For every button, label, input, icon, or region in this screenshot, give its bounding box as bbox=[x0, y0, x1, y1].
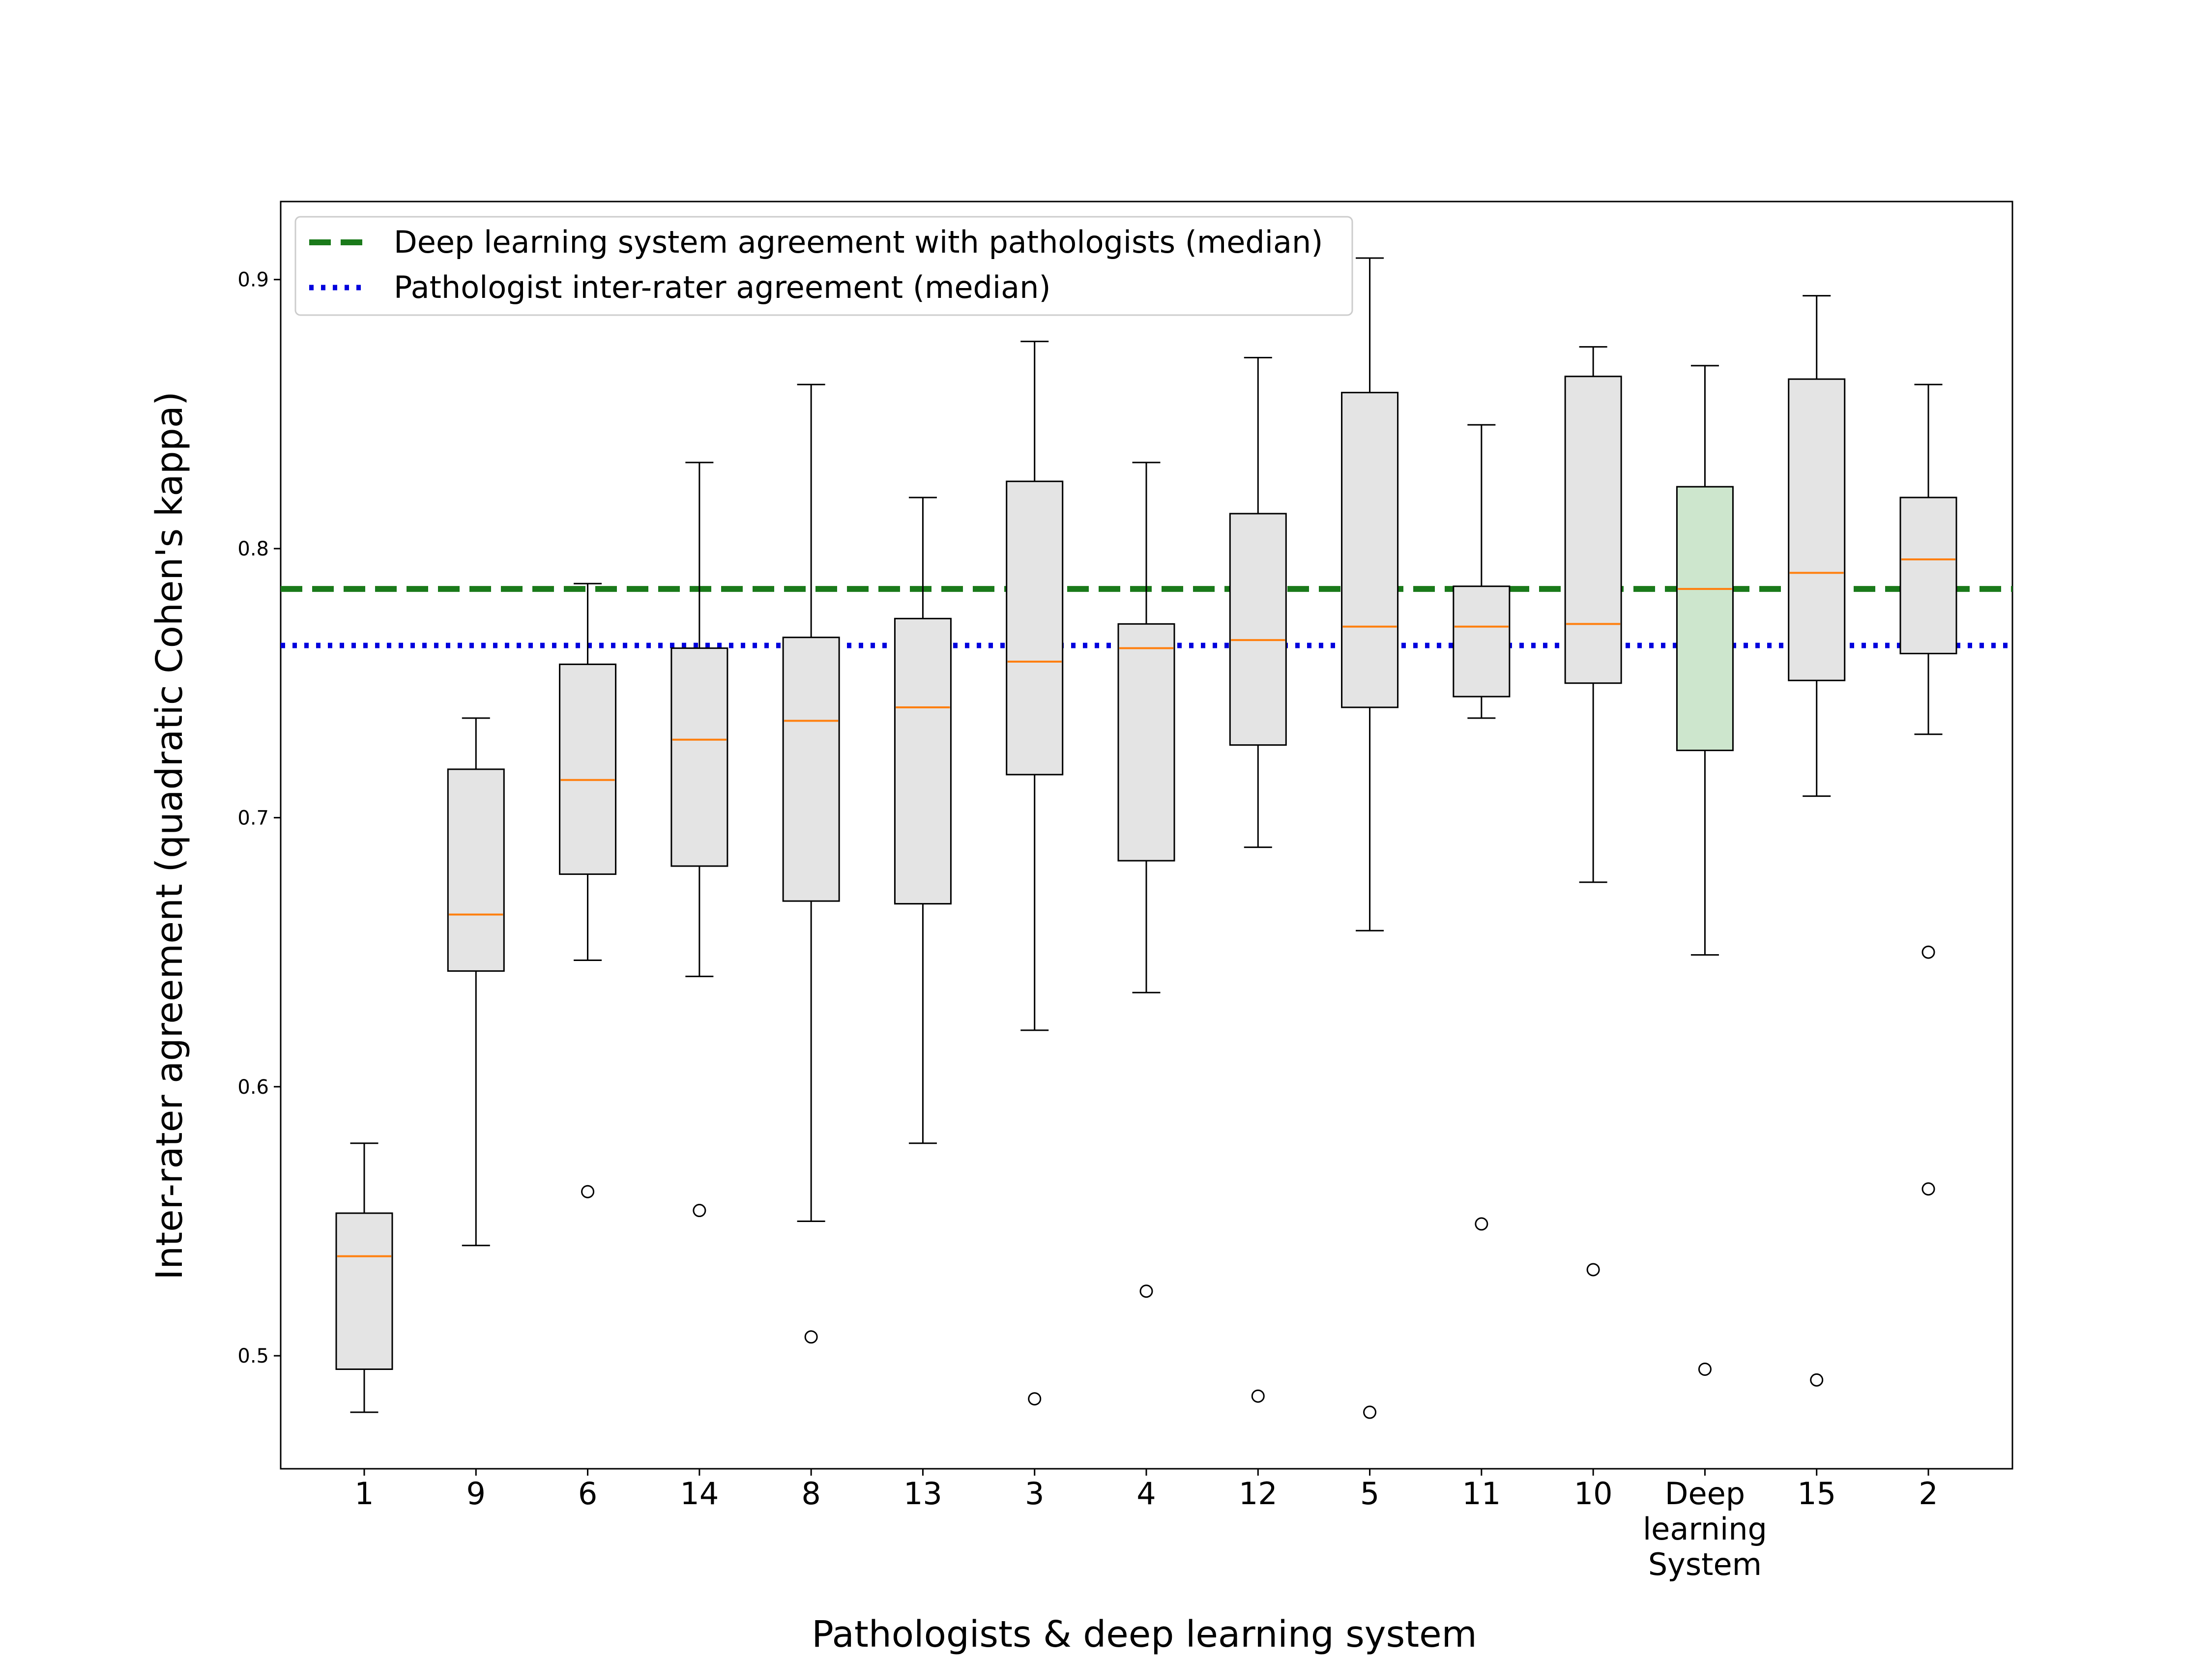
box bbox=[1341, 392, 1399, 708]
x-tick-label: 12 bbox=[1239, 1476, 1278, 1512]
box-group bbox=[1564, 346, 1622, 1277]
box bbox=[335, 1212, 393, 1370]
box-group bbox=[894, 496, 952, 1144]
y-tick-label: 0.7 bbox=[237, 807, 269, 829]
box-group bbox=[559, 582, 617, 1198]
box-group bbox=[1676, 365, 1734, 1376]
box-group bbox=[1006, 341, 1064, 1406]
x-tick-label: 15 bbox=[1797, 1476, 1836, 1512]
outlier-point bbox=[804, 1330, 818, 1344]
outlier-point bbox=[1921, 1182, 1935, 1196]
outlier-point bbox=[1475, 1217, 1488, 1231]
x-tick-label: 14 bbox=[680, 1476, 719, 1512]
box-group bbox=[335, 1142, 393, 1413]
legend: Deep learning system agreement with path… bbox=[294, 216, 1353, 316]
y-axis-label: Inter-rater agreement (quadratic Cohen's… bbox=[148, 391, 191, 1280]
box-group bbox=[1788, 295, 1846, 1387]
x-tick-label: 1 bbox=[354, 1476, 374, 1512]
x-tick-label: 9 bbox=[466, 1476, 486, 1512]
box-group bbox=[782, 383, 840, 1344]
outlier-point bbox=[1698, 1362, 1712, 1376]
x-tick-label: Deep bbox=[1665, 1476, 1745, 1512]
x-tick-label: 4 bbox=[1136, 1476, 1156, 1512]
x-tick-label: learning bbox=[1643, 1511, 1767, 1547]
y-tick-label: 0.5 bbox=[237, 1345, 269, 1368]
x-tick-label: 10 bbox=[1574, 1476, 1613, 1512]
x-tick-label: 11 bbox=[1462, 1476, 1501, 1512]
box bbox=[1006, 480, 1064, 776]
outlier-point bbox=[1586, 1263, 1600, 1277]
box-group bbox=[670, 462, 728, 1218]
x-tick-label: 6 bbox=[578, 1476, 597, 1512]
box-group bbox=[1341, 257, 1399, 1419]
box bbox=[447, 768, 505, 972]
y-tick-label: 0.9 bbox=[237, 269, 269, 291]
plot-area: 0.5 0.6 0.7 0.8 0.9 1 9 6 14 8 13 3 4 12 5 11 10 Deeplear… bbox=[237, 201, 2013, 1582]
x-tick-label: 8 bbox=[801, 1476, 820, 1512]
box bbox=[1788, 378, 1846, 681]
x-axis-label: Pathologists & deep learning system bbox=[812, 1613, 1477, 1656]
box bbox=[782, 637, 840, 902]
box-group bbox=[447, 717, 505, 1247]
box bbox=[1676, 486, 1734, 752]
legend-label: Deep learning system agreement with path… bbox=[394, 224, 1323, 260]
box-group bbox=[1899, 383, 1957, 1196]
outlier-point bbox=[1363, 1405, 1377, 1419]
legend-box bbox=[294, 216, 1353, 316]
x-tick-label: 5 bbox=[1360, 1476, 1379, 1512]
box bbox=[559, 663, 617, 875]
box bbox=[1564, 376, 1622, 684]
box bbox=[1899, 496, 1957, 655]
outlier-point bbox=[1139, 1284, 1153, 1298]
y-tick-label: 0.6 bbox=[237, 1076, 269, 1099]
box bbox=[894, 617, 952, 905]
outlier-point bbox=[1028, 1392, 1042, 1406]
outlier-point bbox=[1921, 945, 1935, 959]
outlier-point bbox=[1251, 1389, 1265, 1403]
x-tick-label: 2 bbox=[1919, 1476, 1938, 1512]
box bbox=[1117, 623, 1175, 862]
box-group bbox=[1117, 462, 1175, 1298]
outlier-point bbox=[1810, 1373, 1824, 1387]
x-tick-label: 13 bbox=[903, 1476, 942, 1512]
x-tick-label: System bbox=[1648, 1546, 1762, 1582]
y-tick-label: 0.8 bbox=[237, 538, 269, 560]
outlier-point bbox=[693, 1204, 706, 1218]
box-group bbox=[1229, 356, 1287, 1403]
box bbox=[670, 647, 728, 867]
legend-label: Pathologist inter-rater agreement (media… bbox=[394, 269, 1051, 305]
outlier-point bbox=[581, 1185, 595, 1198]
x-tick-label: 3 bbox=[1025, 1476, 1044, 1512]
box-group bbox=[1453, 424, 1511, 1231]
box bbox=[1453, 585, 1511, 698]
box bbox=[1229, 513, 1287, 746]
